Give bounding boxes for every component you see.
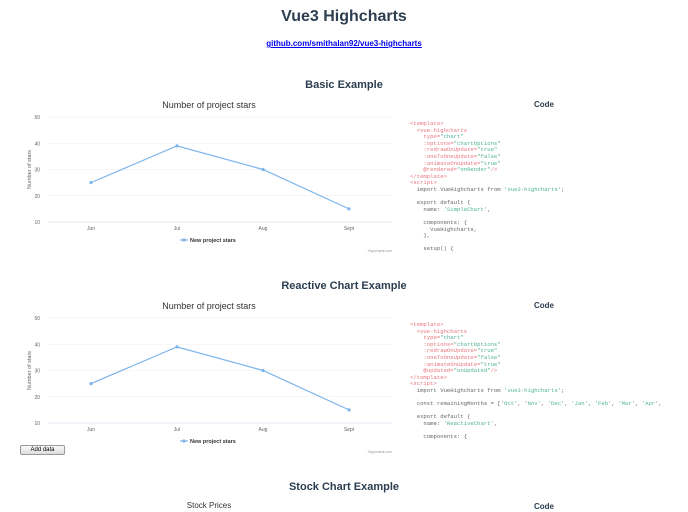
x-tick-label: Jul [174,427,180,433]
series-line [90,145,350,210]
code-line: name: 'ReactiveChart', [410,419,498,427]
y-tick-label: 40 [34,141,40,147]
y-axis-label: Number of stars [27,351,33,390]
section-title-basic: Basic Example [305,79,383,91]
data-point [175,144,179,148]
y-tick-label: 30 [34,369,40,375]
code-line: name: 'SimpleChart', [410,205,491,213]
y-tick-label: 50 [34,316,40,322]
code-line: :redrawOnUpdate="true" [410,347,498,355]
section-title-reactive: Reactive Chart Example [281,280,407,292]
code-line: <script> [410,179,437,187]
data-point [89,382,93,386]
stock-chart-title: Stock Prices [186,501,232,510]
code-block-reactive: <template> <vue-highcharts type="chart" … [410,322,688,446]
code-line: const remainingMonths = ['Oct', 'Nov', '… [410,400,662,408]
code-line: <vue-highcharts [410,126,468,134]
chart-title: Number of project stars [162,100,256,110]
y-tick-label: 20 [34,194,40,200]
add-data-button[interactable]: Add data [20,445,65,455]
code-line: }, [410,232,431,240]
code-block-basic: <template> <vue-highcharts type="chart" … [410,121,688,255]
x-tick-label: Jun [87,427,95,433]
code-heading: Code [534,100,554,109]
code-line: @updated="onUpdated"/> [410,367,498,375]
data-point [261,167,265,172]
code-line: components: { [410,433,468,441]
data-point [175,345,179,349]
data-point [89,181,93,185]
series-line [90,346,350,411]
code-line: VueHighcharts, [410,225,478,233]
y-axis-label: Number of stars [27,150,33,189]
credits: Highcharts.com [368,450,392,454]
chart-title: Number of project stars [162,301,256,311]
code-line: :animateOnUpdate="true" [410,159,501,167]
y-tick-label: 20 [34,395,40,401]
code-line: export default { [410,413,471,421]
y-tick-label: 30 [34,168,40,174]
y-tick-label: 10 [34,421,40,427]
code-line: type="chart" [410,133,464,141]
data-point [347,207,351,211]
code-line: :options="chartOptions" [410,340,501,348]
code-line: <template> [410,322,444,328]
y-tick-label: 50 [34,115,40,121]
page-title: Vue3 Highcharts [281,8,407,25]
code-line: :oneToOneUpdate="false" [410,152,501,160]
code-line: :options="chartOptions" [410,139,501,147]
reactive-chart: Number of project stars 10 20 30 40 50 Number … [27,301,392,454]
code-line: <vue-highcharts [410,327,468,335]
code-line: :oneToOneUpdate="false" [410,353,501,361]
legend-label: New project stars [190,439,236,445]
x-tick-label: Sept [344,226,355,232]
code-line: import VueHighcharts from 'vue3-highchar… [410,185,565,193]
x-tick-label: Sept [344,427,355,433]
data-point [347,408,351,412]
x-tick-label: Aug [259,427,268,433]
code-line: <template> [410,121,444,127]
legend-marker [182,439,186,443]
code-line: <script> [410,380,437,388]
code-line: @rendered="onRender"/> [410,166,498,174]
code-line: import VueHighcharts from 'vue3-highchar… [410,386,565,394]
code-line: type="chart" [410,334,464,342]
section-title-stock: Stock Chart Example [288,481,400,493]
code-heading: Code [534,502,554,511]
legend-label: New project stars [190,238,236,244]
code-line: :redrawOnUpdate="true" [410,146,498,154]
x-tick-label: Aug [259,226,268,232]
x-tick-label: Jun [87,226,95,232]
credits: Highcharts.com [368,249,392,253]
code-line: components: { [410,218,468,226]
github-link[interactable]: github.com/smithalan92/vue3-highcharts [266,39,422,48]
code-line: :animateOnUpdate="true" [410,360,501,368]
code-line: </template> [410,373,447,381]
x-tick-label: Jul [174,226,180,232]
y-tick-label: 40 [34,342,40,348]
basic-chart: Number of project stars 10 20 30 40 50 Number … [27,100,392,253]
code-line: export default { [410,199,471,207]
code-line: </template> [410,172,447,180]
y-tick-label: 10 [34,220,40,226]
code-line: setup() { [410,245,454,253]
legend-marker [182,238,186,242]
code-heading: Code [534,301,554,310]
data-point [261,368,265,373]
